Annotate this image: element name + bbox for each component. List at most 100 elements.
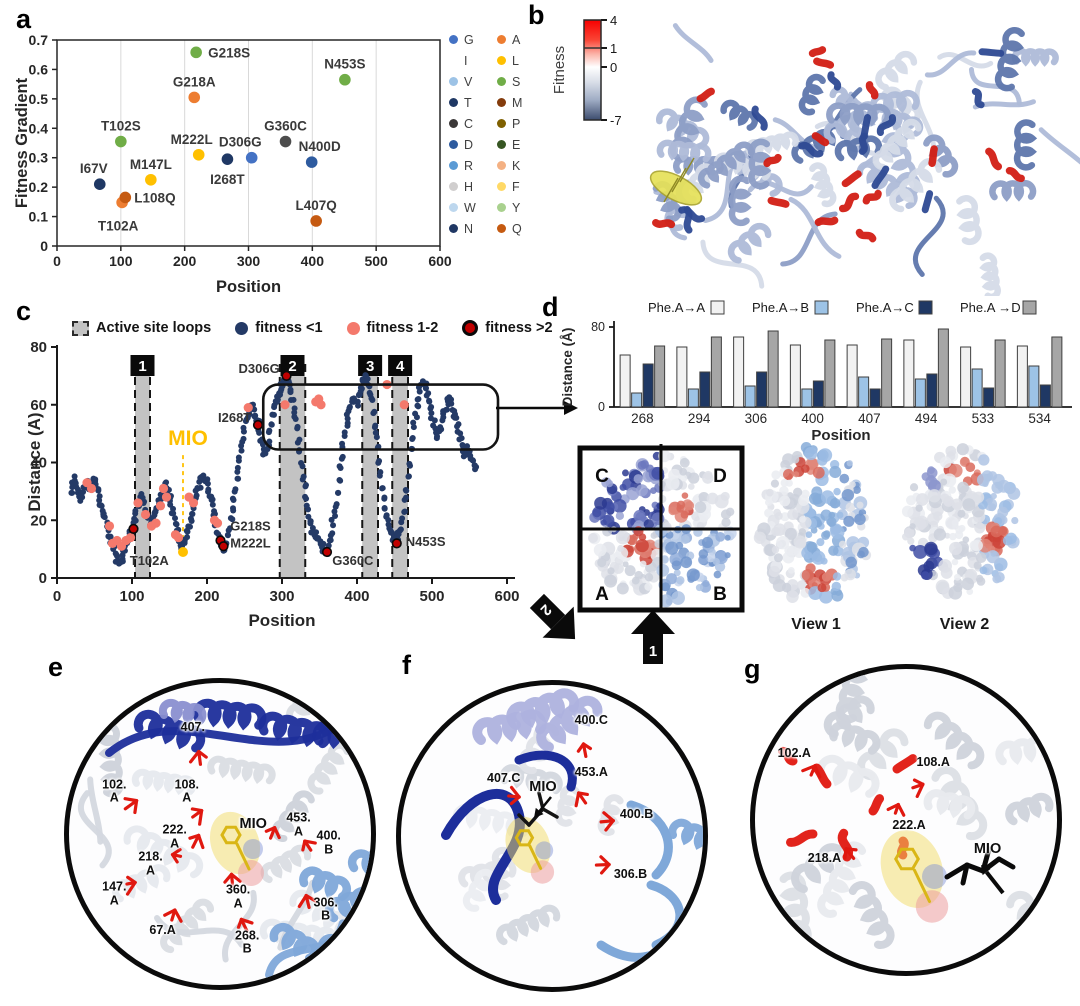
surface-blob <box>975 552 987 564</box>
y-tick-label: 0.7 <box>29 32 49 48</box>
surface-blob <box>680 534 690 544</box>
surface-blob <box>680 556 693 569</box>
mio-black-molecule <box>960 862 970 886</box>
legend-label: Phe.A→A <box>648 300 705 315</box>
ribbon-strand <box>696 87 715 103</box>
mio-dot <box>178 547 188 558</box>
surface-blob <box>771 546 780 554</box>
ribbon-strand <box>780 211 838 267</box>
distance-dot <box>302 482 309 489</box>
surface-blob <box>644 582 653 591</box>
colorbar-gradient <box>583 19 602 121</box>
view-2-surface <box>901 443 1021 600</box>
legend-letter: A <box>512 32 521 47</box>
surface-blob <box>701 536 714 549</box>
residue-label: 400. B <box>316 828 341 857</box>
dot-icon <box>235 321 249 335</box>
surface-blob <box>772 578 786 593</box>
ribbon-strand <box>672 23 714 63</box>
surface-blob <box>673 569 681 577</box>
fitness-gt2-dot <box>218 541 229 552</box>
legend-label: Active site loops <box>96 320 212 336</box>
mio-ligand-highlight <box>649 170 703 206</box>
distance-dot <box>331 508 338 515</box>
ribbon-loop <box>646 880 685 950</box>
distance-dot <box>229 495 236 502</box>
ribbon-strand <box>868 794 885 816</box>
surface-blob <box>661 582 671 592</box>
ribbon-helix <box>536 695 603 752</box>
surface-blob <box>956 443 969 456</box>
surface-blob <box>675 541 684 550</box>
surface-blob <box>665 476 680 490</box>
surface-blob <box>688 472 700 484</box>
loop-number: 3 <box>366 358 374 375</box>
distance-dot <box>426 397 433 404</box>
surface-blob <box>805 531 813 538</box>
surface-blob <box>676 500 686 510</box>
ribbon-helix <box>259 918 338 950</box>
mio-black-molecule <box>964 862 986 874</box>
surface-blob <box>679 467 688 476</box>
surface-blob <box>724 552 731 559</box>
surface-blob <box>978 454 990 466</box>
panel-b-protein-ribbon <box>649 23 1080 296</box>
surface-blob <box>979 566 988 575</box>
ribbon-strand <box>763 153 782 168</box>
distance-dot <box>372 422 379 429</box>
surface-blob <box>783 469 794 480</box>
surface-blob <box>975 574 984 583</box>
distance-dot <box>434 433 441 440</box>
panel-c-distance-chart: 1 2 3 4 MIO T102A G218S M222L G360C N453S D306G I26… <box>28 339 520 630</box>
legend-letter: R <box>464 158 474 173</box>
fitness-1-2-dot <box>243 403 253 413</box>
residue-label: 102.A <box>777 745 811 760</box>
residue-stick <box>912 778 925 786</box>
residue-label: 407.C <box>486 770 521 785</box>
colorbar-tick-label: -7 <box>610 113 622 128</box>
distance-dot <box>204 480 211 487</box>
surface-blob <box>924 541 938 556</box>
residue-label: 222.A <box>892 818 926 833</box>
surface-blob <box>940 478 948 486</box>
y-tick-label: 20 <box>30 512 47 529</box>
mio-ring <box>894 847 920 871</box>
fitness-gt2-dot <box>391 538 402 549</box>
surface-blob <box>949 541 963 556</box>
fitness-gt2-dot <box>281 370 292 381</box>
ribbon-helix <box>192 698 267 731</box>
legend-item: G <box>449 33 483 47</box>
surface-blob <box>832 572 842 581</box>
ribbon-strand <box>813 57 835 69</box>
distance-dot <box>229 516 236 523</box>
surface-blob <box>765 488 774 497</box>
mio-label: MIO <box>973 841 1002 858</box>
residue-stick <box>123 799 139 811</box>
surface-blob <box>644 573 654 582</box>
surface-blob <box>594 496 607 510</box>
ribbon-strand <box>924 50 977 78</box>
surface-blob <box>915 504 923 512</box>
distance-dot <box>95 486 102 493</box>
loop-number-tag <box>358 355 383 376</box>
distance-dot <box>299 476 306 483</box>
ribbon-helix <box>994 27 1025 92</box>
panel-b-fitness-colorbar: 4 1 0 -7 Fitness <box>551 13 622 128</box>
ribbon-strand <box>788 196 842 259</box>
distance-dot <box>341 429 348 436</box>
surface-blob <box>819 589 833 604</box>
loop-number: 4 <box>396 358 405 375</box>
surface-blob <box>713 570 722 579</box>
surface-blob <box>604 574 618 588</box>
legend-letter: C <box>464 116 474 131</box>
legend-letter: N <box>464 221 474 236</box>
legend-item: K <box>497 159 531 173</box>
legend-item: F <box>497 180 531 194</box>
distance-dot <box>371 408 378 415</box>
y-tick-label: 80 <box>591 320 605 334</box>
ribbon-helix <box>889 158 943 213</box>
category-label: 400 <box>801 411 824 426</box>
mio-hatch <box>671 167 687 193</box>
legend-label: fitness 1-2 <box>366 320 439 336</box>
